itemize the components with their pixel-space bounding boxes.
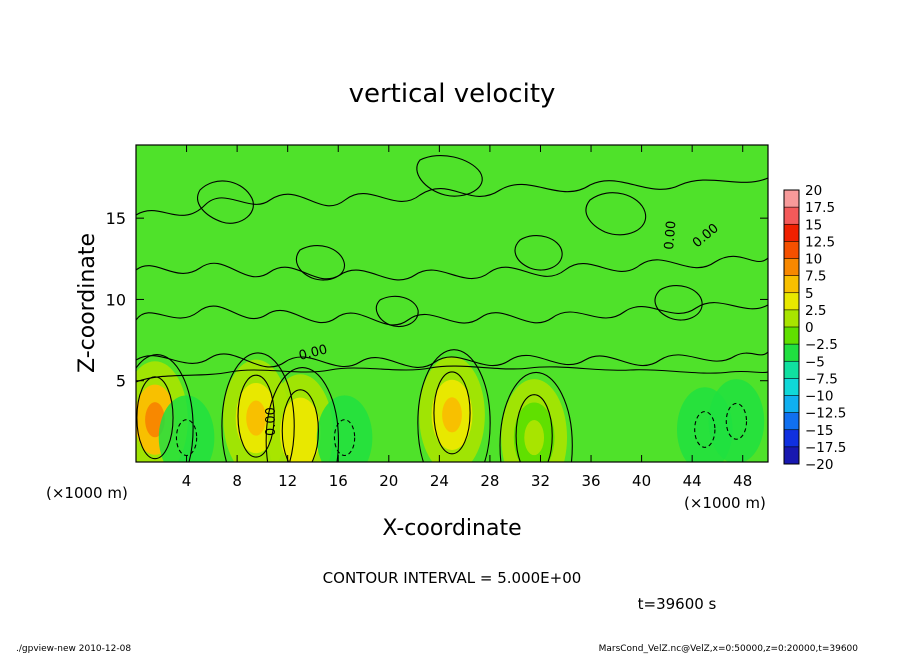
updraft-core bbox=[290, 415, 311, 451]
colorbar-segment bbox=[784, 378, 799, 396]
colorbar-label: 15 bbox=[805, 217, 822, 233]
x-tick-label: 32 bbox=[531, 472, 550, 490]
colorbar-label: 10 bbox=[805, 252, 822, 268]
x-tick-label: 24 bbox=[430, 472, 449, 490]
colorbar-segment bbox=[784, 224, 799, 242]
x-tick-label: 4 bbox=[182, 472, 192, 490]
x-tick-label: 16 bbox=[329, 472, 348, 490]
colorbar-label: 17.5 bbox=[805, 200, 835, 216]
x-tick-label: 48 bbox=[733, 472, 752, 490]
colorbar-segment bbox=[784, 395, 799, 414]
colorbar-label: 12.5 bbox=[805, 234, 835, 250]
y-tick-label: 5 bbox=[116, 372, 126, 391]
updraft-outer-contour bbox=[417, 349, 491, 462]
x-tick-label: 36 bbox=[581, 472, 600, 490]
colorbar-segment bbox=[784, 275, 799, 294]
contour-lines bbox=[136, 155, 768, 383]
x-tick-label: 8 bbox=[232, 472, 242, 490]
colorbar-segment bbox=[784, 429, 799, 448]
y-axis-label: Z-coordinate bbox=[75, 233, 100, 373]
updraft-core bbox=[246, 400, 266, 436]
x-units-right: (×1000 m) bbox=[684, 494, 766, 512]
x-units-left: (×1000 m) bbox=[46, 484, 128, 502]
x-axis-label: X-coordinate bbox=[382, 516, 521, 541]
contour-label: 0.00 bbox=[662, 220, 679, 250]
updraft-outer-contour bbox=[499, 371, 573, 462]
contour-label: 0.00 bbox=[264, 407, 279, 436]
plot-frame bbox=[135, 144, 769, 463]
colorbar-segment bbox=[784, 258, 799, 277]
colorbar-label: −5 bbox=[805, 354, 825, 370]
time-label: t=39600 s bbox=[638, 595, 717, 613]
colorbar-segment bbox=[784, 446, 799, 465]
colorbar-label: 0 bbox=[805, 320, 814, 336]
footer-right: MarsCond_VelZ.nc@VelZ,x=0:50000,z=0:2000… bbox=[599, 644, 859, 654]
downdraft-body bbox=[316, 395, 373, 462]
y-tick-label: 10 bbox=[106, 290, 126, 309]
colorbar-label: −12.5 bbox=[805, 406, 846, 422]
x-tick-label: 44 bbox=[683, 472, 702, 490]
colorbar-label: −7.5 bbox=[805, 371, 838, 387]
y-tick-label: 15 bbox=[106, 209, 126, 228]
colorbar-label: −17.5 bbox=[805, 440, 846, 456]
contour-interval: CONTOUR INTERVAL = 5.000E+00 bbox=[323, 569, 582, 587]
updraft-outer-contour bbox=[136, 354, 194, 462]
colorbar-label: 2.5 bbox=[805, 303, 826, 319]
colorbar-segment bbox=[784, 207, 799, 225]
updraft-core bbox=[442, 397, 462, 433]
colorbar-segment bbox=[784, 344, 799, 362]
colorbar-label: 5 bbox=[805, 286, 814, 302]
downdraft-body bbox=[158, 395, 215, 462]
updraft-outer-contour bbox=[221, 352, 295, 462]
x-tick-label: 12 bbox=[278, 472, 297, 490]
colorbar-segment bbox=[784, 327, 799, 345]
x-tick-label: 20 bbox=[379, 472, 398, 490]
colorbar-label: 7.5 bbox=[805, 269, 826, 285]
colorbar-label: −2.5 bbox=[805, 337, 838, 353]
downdraft-body bbox=[708, 379, 765, 462]
updraft-contour bbox=[515, 394, 553, 462]
plot-area: 0.00 0.00 0.00 0.00 bbox=[135, 144, 769, 463]
colorbar-segment bbox=[784, 309, 799, 328]
downdraft-contour bbox=[694, 411, 716, 448]
y-axis: 5 10 15 bbox=[106, 209, 768, 391]
downdraft-contour bbox=[333, 419, 356, 457]
colorbar-label: −20 bbox=[805, 457, 834, 473]
colorbar-segment bbox=[784, 361, 799, 379]
updraft-contour bbox=[136, 376, 174, 460]
footer-left: ./gpview-new 2010-12-08 bbox=[16, 644, 131, 654]
colorbar-segment bbox=[784, 241, 799, 259]
colorbar-segment bbox=[784, 412, 799, 431]
downdraft-contour bbox=[725, 402, 748, 440]
colorbar-label: −10 bbox=[805, 389, 834, 405]
chart-title: vertical velocity bbox=[349, 79, 556, 109]
updraft-contour bbox=[237, 374, 275, 458]
updraft-core bbox=[524, 420, 545, 456]
x-tick-label: 40 bbox=[632, 472, 651, 490]
contour-label: 0.00 bbox=[297, 342, 329, 364]
colorbar-label: −15 bbox=[805, 423, 834, 439]
x-tick-label: 28 bbox=[480, 472, 499, 490]
colorbar-segment bbox=[784, 292, 799, 311]
updraft-contour bbox=[281, 389, 319, 462]
colorbar-segment bbox=[784, 190, 799, 208]
convective-cells bbox=[136, 349, 748, 462]
x-axis: 4 8 12 16 20 24 28 32 36 40 44 48 bbox=[182, 145, 752, 490]
updraft-contour bbox=[433, 371, 471, 455]
updraft-outer-contour bbox=[265, 367, 340, 462]
colorbar-label: 20 bbox=[805, 183, 822, 199]
